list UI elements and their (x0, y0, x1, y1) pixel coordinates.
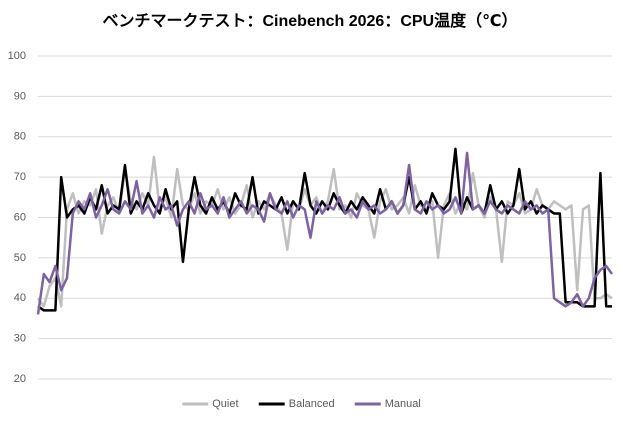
legend-label: Quiet (212, 398, 238, 410)
y-tick-label: 70 (14, 171, 26, 183)
y-tick-label: 30 (14, 333, 26, 345)
y-tick-label: 20 (14, 373, 26, 385)
y-tick-label: 50 (14, 252, 26, 264)
series-line (37, 147, 612, 312)
legend-label: Manual (385, 398, 421, 410)
y-tick-label: 100 (8, 50, 26, 62)
chart-title: ベンチマークテスト：Cinebench 2026：CPU温度（℃） (103, 11, 518, 30)
y-tick-label: 90 (14, 90, 26, 102)
legend-label: Balanced (289, 398, 335, 410)
y-tick-label: 40 (14, 292, 26, 304)
y-tick-label: 80 (14, 131, 26, 143)
series-line (36, 151, 614, 315)
y-tick-label: 60 (14, 211, 26, 223)
